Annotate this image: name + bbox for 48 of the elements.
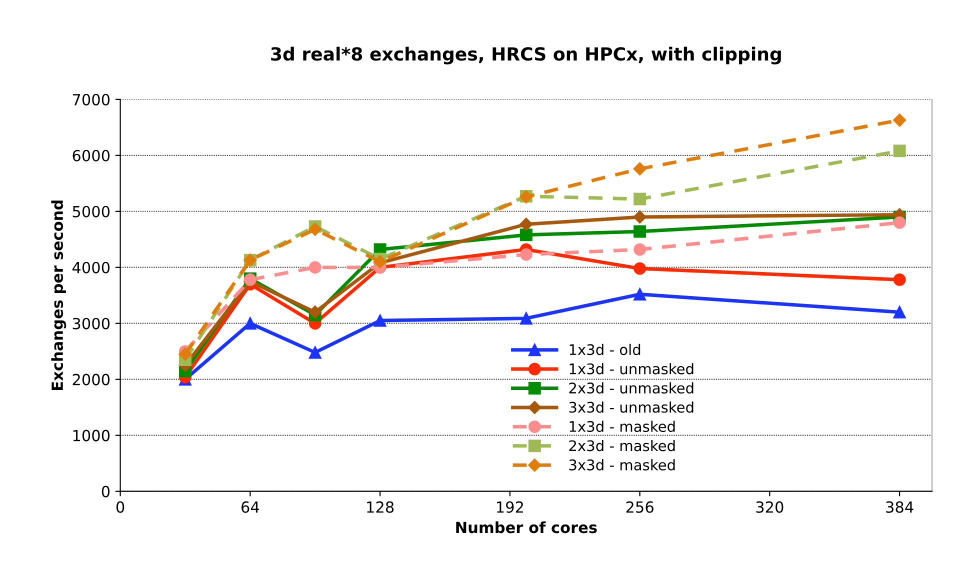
point: [893, 216, 906, 229]
point: [520, 248, 532, 261]
point: [308, 346, 322, 359]
point: [374, 314, 386, 327]
legend-label: 1x3d - unmasked: [570, 363, 694, 374]
y-tick-label: 5000: [72, 206, 110, 218]
point: [893, 144, 906, 158]
x-tick-label: 192: [497, 501, 523, 513]
point: [178, 348, 192, 361]
legend-label: 1x3d - old: [570, 344, 640, 356]
point: [634, 288, 646, 300]
point: [633, 210, 646, 224]
point: [634, 243, 646, 256]
point: [520, 312, 532, 325]
legend-label: 2x3d - unmasked: [569, 382, 694, 394]
x-tick-label: 320: [756, 501, 784, 513]
point: [633, 162, 646, 176]
point: [308, 261, 322, 274]
x-tick-label: 384: [886, 501, 914, 513]
point: [634, 225, 646, 238]
x-tick-label: 0: [116, 501, 124, 513]
y-tick-label: 2000: [72, 374, 110, 386]
legend-label: 3x3d - masked: [569, 459, 675, 470]
x-tick-label: 128: [367, 501, 394, 513]
chart-title: 3d real*8 exchanges, HRCS on HPCx, with clipping: [271, 46, 781, 64]
legend-label: 1x3d - masked: [570, 420, 675, 432]
point: [892, 114, 906, 127]
y-axis-title: Exchanges per second: [51, 200, 66, 390]
y-tick-label: 6000: [72, 150, 110, 162]
point: [893, 306, 906, 318]
point: [893, 273, 906, 286]
point: [308, 306, 322, 319]
legend-label: 2x3d - masked: [569, 440, 675, 452]
y-tick-label: 1000: [73, 430, 110, 442]
point: [308, 222, 322, 236]
point: [634, 262, 646, 275]
x-tick-label: 256: [626, 501, 654, 513]
y-tick-label: 7000: [72, 94, 110, 106]
point: [520, 218, 533, 231]
x-tick-label: 64: [242, 501, 260, 513]
x-axis-title: Number of cores: [456, 521, 597, 534]
point: [520, 228, 532, 242]
y-tick-label: 0: [102, 486, 110, 498]
point: [634, 192, 646, 206]
point: [244, 317, 256, 330]
legend-label: 3x3d - unmasked: [569, 402, 694, 413]
y-tick-label: 3000: [72, 318, 110, 330]
y-tick-label: 4000: [72, 262, 110, 274]
